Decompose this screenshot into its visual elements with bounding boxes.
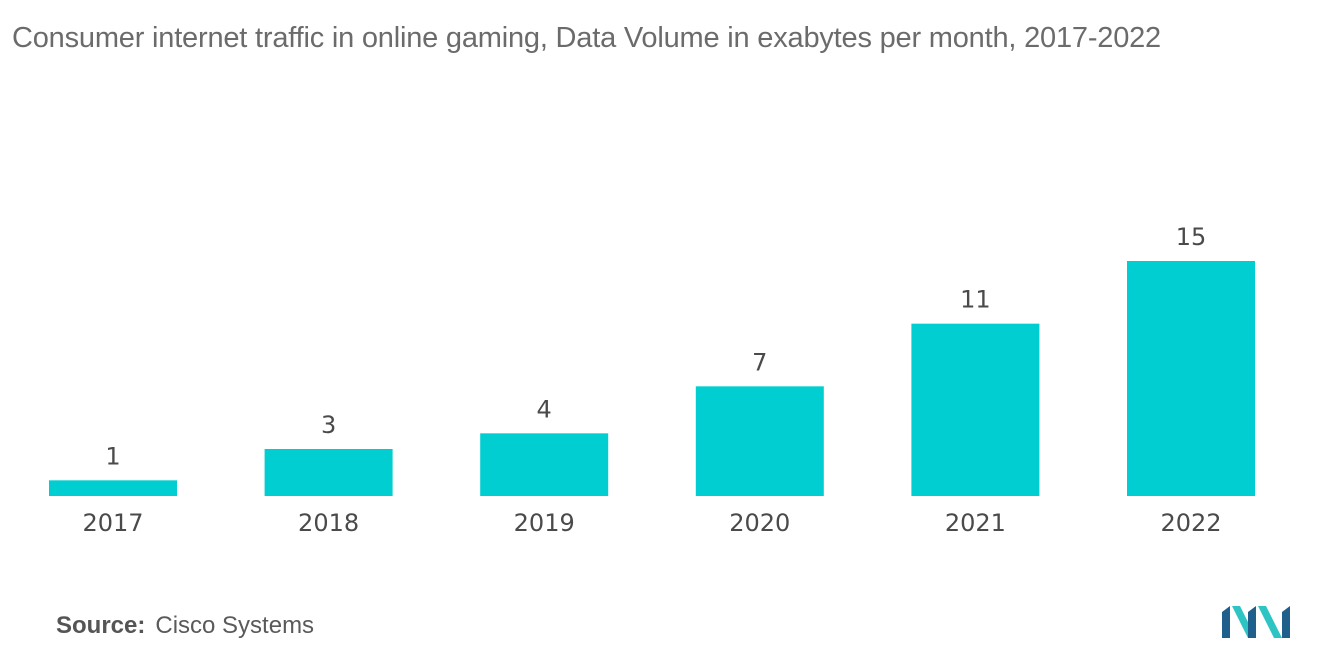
data-label-2017: 1 (105, 442, 120, 470)
data-label-2021: 11 (960, 286, 991, 314)
bar-2021 (911, 323, 1040, 496)
data-label-2018: 3 (321, 411, 336, 439)
bar-2017 (49, 480, 177, 496)
x-tick-label-2021: 2021 (945, 509, 1006, 537)
source-label: Source: (56, 612, 146, 639)
data-label-2020: 7 (752, 348, 767, 376)
x-tick-label-2017: 2017 (82, 509, 143, 537)
source-note: Source: Cisco Systems (56, 612, 314, 640)
mordor-intelligence-logo-icon (1222, 606, 1290, 638)
data-label-2019: 4 (537, 395, 552, 423)
bar-2018 (264, 449, 393, 496)
bar-chart: 1 2017 3 2018 4 2019 7 2020 11 2021 15 2022 (49, 223, 1255, 537)
bar-2022 (1127, 261, 1255, 496)
source-value: Cisco Systems (155, 612, 315, 639)
chart-title: Consumer internet traffic in online gami… (12, 22, 1161, 54)
x-tick-label-2020: 2020 (729, 509, 790, 537)
data-label-2022: 15 (1176, 223, 1207, 251)
x-tick-label-2019: 2019 (514, 509, 575, 537)
x-tick-label-2022: 2022 (1160, 509, 1221, 537)
bar-2019 (480, 433, 609, 496)
bar-2020 (695, 386, 824, 496)
x-tick-label-2018: 2018 (298, 509, 359, 537)
